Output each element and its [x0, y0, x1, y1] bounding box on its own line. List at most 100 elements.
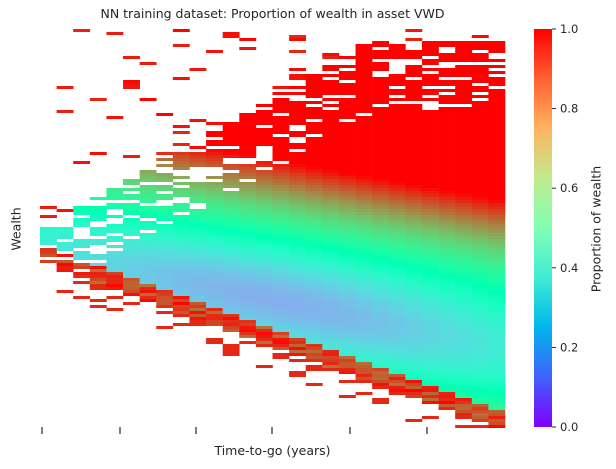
- heatmap-cell: [172, 242, 190, 245]
- heatmap-cell: [421, 305, 439, 308]
- heatmap-cell: [139, 173, 157, 176]
- heatmap-cell: [388, 356, 406, 359]
- heatmap-cell: [355, 182, 373, 185]
- heatmap-cell: [438, 242, 456, 245]
- heatmap-cell: [255, 116, 273, 119]
- heatmap-cell: [338, 347, 356, 350]
- heatmap-cell: [488, 122, 506, 125]
- heatmap-cell: [338, 89, 356, 92]
- heatmap-cell: [289, 110, 307, 113]
- heatmap-cell: [372, 254, 390, 257]
- heatmap-cell: [405, 251, 423, 254]
- heatmap-cell: [405, 395, 423, 398]
- heatmap-cell: [405, 125, 423, 128]
- heatmap-cell: [455, 413, 473, 416]
- heatmap-cell: [388, 353, 406, 356]
- heatmap-cell: [156, 173, 174, 176]
- heatmap-cell: [189, 158, 207, 161]
- heatmap-cell: [388, 107, 406, 110]
- heatmap-cell: [471, 188, 489, 191]
- heatmap-cell: [322, 122, 340, 125]
- heatmap-cell: [488, 50, 506, 53]
- heatmap-cell: [206, 275, 223, 278]
- heatmap-cell: [272, 263, 290, 266]
- heatmap-cell: [255, 284, 273, 287]
- heatmap-cell: [372, 386, 390, 389]
- heatmap-cell: [255, 281, 273, 284]
- heatmap-cell: [388, 359, 406, 362]
- heatmap-cell: [455, 389, 473, 392]
- heatmap-cell: [372, 131, 390, 134]
- heatmap-cell: [305, 206, 323, 209]
- heatmap-cell: [222, 272, 240, 275]
- heatmap-cell: [56, 254, 74, 257]
- heatmap-cell: [388, 305, 406, 308]
- heatmap-cell: [289, 122, 307, 125]
- heatmap-cell: [189, 152, 207, 155]
- heatmap-cell: [272, 287, 290, 290]
- heatmap-cell: [455, 287, 473, 290]
- heatmap-cell: [289, 158, 307, 161]
- heatmap-cell: [388, 272, 406, 275]
- heatmap-cell: [338, 116, 356, 119]
- heatmap-cell: [455, 305, 473, 308]
- heatmap-cell: [139, 191, 157, 194]
- heatmap-cell: [471, 173, 489, 176]
- heatmap-cell: [272, 149, 290, 152]
- heatmap-cell: [372, 269, 390, 272]
- heatmap-cell: [272, 233, 290, 236]
- heatmap-cell: [338, 344, 356, 347]
- heatmap-cell: [372, 221, 390, 224]
- heatmap-cell: [73, 257, 91, 260]
- heatmap-cell: [239, 209, 257, 212]
- heatmap-cell: [471, 317, 489, 320]
- colorbar-ticks: 0.00.20.40.60.81.0: [552, 22, 578, 434]
- heatmap-cell: [206, 317, 223, 320]
- heatmap-cell: [289, 224, 307, 227]
- heatmap-cell: [388, 116, 406, 119]
- heatmap-cell: [255, 221, 273, 224]
- heatmap-cell: [421, 251, 439, 254]
- heatmap-cell: [405, 242, 423, 245]
- heatmap-cell: [172, 278, 190, 281]
- heatmap-cell: [305, 356, 323, 359]
- heatmap-cell: [421, 74, 439, 77]
- heatmap-cell: [189, 308, 207, 311]
- colorbar-tick-label: 0.8: [560, 102, 578, 116]
- heatmap-cell: [455, 347, 473, 350]
- heatmap-cell: [305, 239, 323, 242]
- heatmap-cell: [255, 266, 273, 269]
- heatmap-cell: [189, 284, 207, 287]
- heatmap-cell: [355, 278, 373, 281]
- heatmap-cell: [488, 59, 506, 62]
- heatmap-cell: [372, 215, 390, 218]
- heatmap-cell: [172, 287, 190, 290]
- heatmap-cell: [73, 221, 91, 224]
- heatmap-cell: [438, 59, 456, 62]
- heatmap-cell: [206, 176, 223, 179]
- heatmap-cell: [272, 338, 290, 341]
- heatmap-cell: [305, 347, 323, 350]
- heatmap-cell: [488, 221, 506, 224]
- heatmap-cell: [488, 89, 506, 92]
- heatmap-cell: [355, 128, 373, 131]
- heatmap-cell: [239, 281, 257, 284]
- heatmap-cell: [455, 251, 473, 254]
- heatmap-cell: [488, 128, 506, 131]
- heatmap-cell: [305, 335, 323, 338]
- heatmap-cell: [388, 176, 406, 179]
- heatmap-cell: [239, 143, 257, 146]
- heatmap-cell: [488, 158, 506, 161]
- heatmap-cell: [455, 221, 473, 224]
- heatmap-cell: [255, 317, 273, 320]
- heatmap-cell: [372, 53, 390, 56]
- heatmap-cell: [123, 266, 140, 269]
- heatmap-cell: [289, 263, 307, 266]
- heatmap-cell: [338, 248, 356, 251]
- heatmap-cell: [488, 380, 506, 383]
- heatmap-cell: [372, 185, 390, 188]
- heatmap-cell: [289, 212, 307, 215]
- heatmap-cell: [289, 320, 307, 323]
- heatmap-cell: [471, 425, 489, 428]
- heatmap-cell: [421, 218, 439, 221]
